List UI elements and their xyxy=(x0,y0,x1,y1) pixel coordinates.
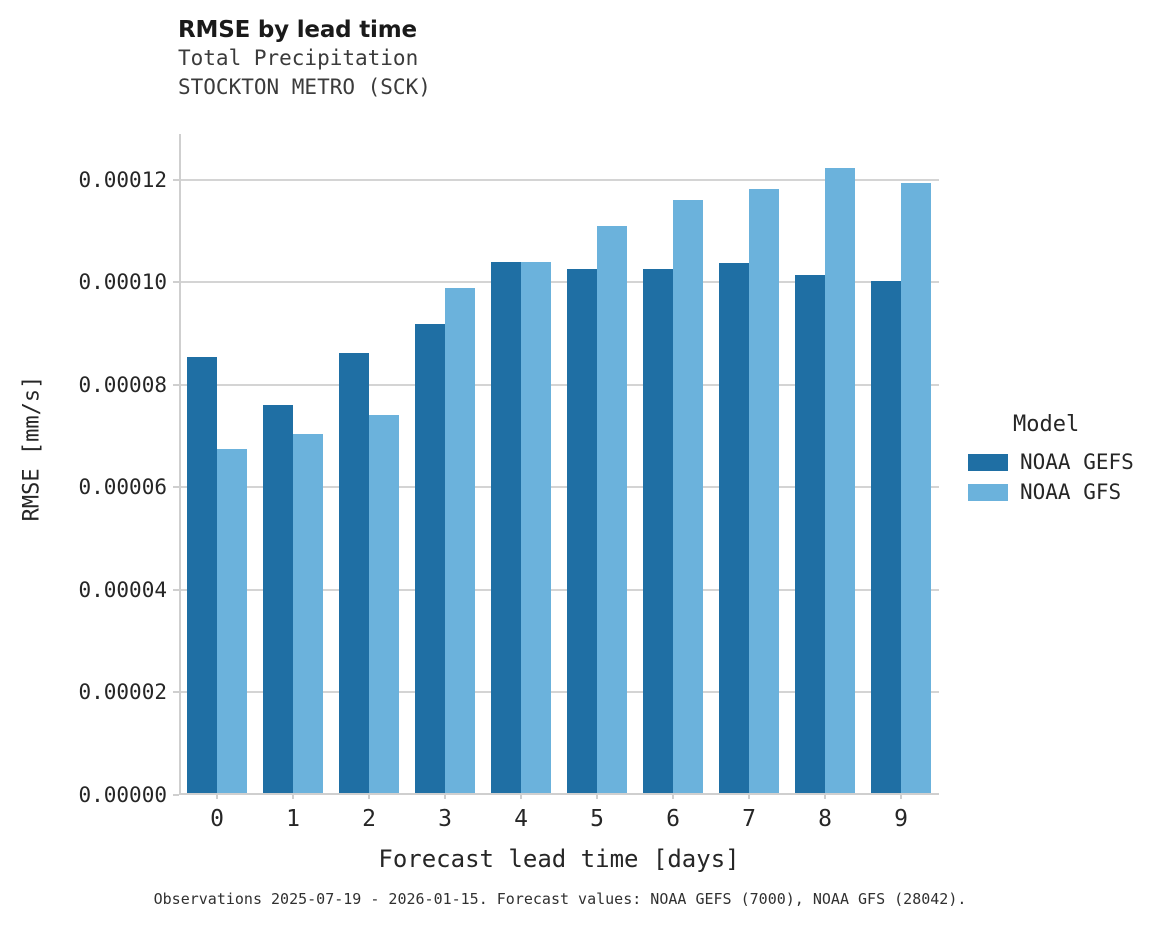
y-axis-tick-label: 0.00010 xyxy=(78,270,167,295)
x-axis-tick-label: 3 xyxy=(438,806,452,832)
y-axis-tick-mark xyxy=(173,588,179,591)
legend-entries: NOAA GEFS NOAA GFS xyxy=(968,447,1175,507)
legend-label: NOAA GFS xyxy=(1020,479,1122,504)
bar[interactable] xyxy=(870,280,901,795)
plot-canvas xyxy=(179,134,939,795)
x-axis-tick-label: 7 xyxy=(742,806,756,832)
bar[interactable] xyxy=(642,269,673,795)
footer-caption: Observations 2025-07-19 - 2026-01-15. Fo… xyxy=(153,890,967,908)
y-axis-tick-label: 0.00002 xyxy=(78,680,167,705)
legend-entry[interactable]: NOAA GEFS xyxy=(968,447,1175,477)
x-axis-tick-label: 9 xyxy=(894,806,908,832)
legend-title: Model xyxy=(1013,412,1080,437)
x-axis-tick-mark xyxy=(292,793,294,799)
x-axis-tick-mark xyxy=(672,793,674,799)
gridline xyxy=(179,691,939,694)
bar[interactable] xyxy=(293,434,324,795)
y-axis-tick-label: 0.00008 xyxy=(78,372,167,397)
gridline xyxy=(179,486,939,489)
x-axis-tick-label: 2 xyxy=(362,806,376,832)
gridline xyxy=(179,588,939,591)
y-axis-tick-label: 0.00004 xyxy=(78,577,167,602)
x-axis-spine xyxy=(179,793,939,795)
bar[interactable] xyxy=(217,449,248,795)
x-axis-tick-labels: 0 1 2 3 4 5 6 7 8 9 xyxy=(179,806,939,836)
y-axis-tick-labels: 0.00000 0.00002 0.00004 0.00006 0.00008 0.000… xyxy=(0,134,167,805)
x-axis-tick-label: 0 xyxy=(210,806,224,832)
legend-swatch xyxy=(968,453,1008,471)
page-title: RMSE by lead time xyxy=(178,17,417,43)
x-axis-tick-label: 8 xyxy=(818,806,832,832)
x-axis-tick-mark xyxy=(216,793,218,799)
legend-entry[interactable]: NOAA GFS xyxy=(968,477,1175,507)
y-axis-tick-mark xyxy=(173,281,179,284)
gridline xyxy=(179,281,939,284)
y-axis-tick-mark xyxy=(173,691,179,694)
plot-area xyxy=(173,134,939,799)
x-axis-label: Forecast lead time [days] xyxy=(378,845,740,873)
gridline xyxy=(179,178,939,181)
x-axis-tick-label: 5 xyxy=(590,806,604,832)
y-axis-tick-label: 0.00012 xyxy=(78,167,167,192)
bar[interactable] xyxy=(262,405,293,795)
bar[interactable] xyxy=(749,188,780,795)
bar[interactable] xyxy=(338,353,369,795)
x-axis-tick-mark xyxy=(520,793,522,799)
bar[interactable] xyxy=(445,288,476,795)
y-axis-label: RMSE [mm/s] xyxy=(19,375,45,522)
y-axis-tick-mark xyxy=(173,486,179,489)
y-axis-tick-label: 0.00006 xyxy=(78,475,167,500)
bar[interactable] xyxy=(490,261,521,795)
x-axis-tick-mark xyxy=(900,793,902,799)
bar[interactable] xyxy=(673,200,704,795)
title-block: RMSE by lead time Total Precipitation ST… xyxy=(178,16,958,102)
x-axis-tick-mark xyxy=(824,793,826,799)
bar[interactable] xyxy=(718,263,749,795)
bar[interactable] xyxy=(566,268,597,795)
bar[interactable] xyxy=(521,261,552,795)
y-axis-tick-mark xyxy=(173,383,179,386)
y-axis-spine xyxy=(179,134,181,795)
chart-location-subtitle: STOCKTON METRO (SCK) xyxy=(178,75,431,99)
legend-label: NOAA GEFS xyxy=(1020,449,1134,474)
y-axis-tick-label: 0.00000 xyxy=(78,783,167,807)
bar[interactable] xyxy=(794,275,825,795)
chart-subtitle: Total Precipitation xyxy=(178,46,419,70)
x-axis-tick-mark xyxy=(368,793,370,799)
bar[interactable] xyxy=(597,225,628,795)
x-axis-tick-label: 6 xyxy=(666,806,680,832)
bar[interactable] xyxy=(414,324,445,795)
legend-swatch xyxy=(968,483,1008,501)
gridline xyxy=(179,383,939,386)
x-axis-tick-mark xyxy=(748,793,750,799)
legend: Model NOAA GEFS NOAA GFS xyxy=(968,412,1175,507)
x-axis-tick-label: 1 xyxy=(286,806,300,832)
y-axis-tick-mark xyxy=(173,794,179,796)
x-axis-tick-mark xyxy=(444,793,446,799)
bar[interactable] xyxy=(369,415,400,795)
x-axis-tick-mark xyxy=(596,793,598,799)
y-axis-tick-mark xyxy=(173,178,179,181)
bar[interactable] xyxy=(186,357,217,795)
x-axis-tick-label: 4 xyxy=(514,806,528,832)
bar[interactable] xyxy=(825,167,856,795)
bar[interactable] xyxy=(901,183,932,795)
